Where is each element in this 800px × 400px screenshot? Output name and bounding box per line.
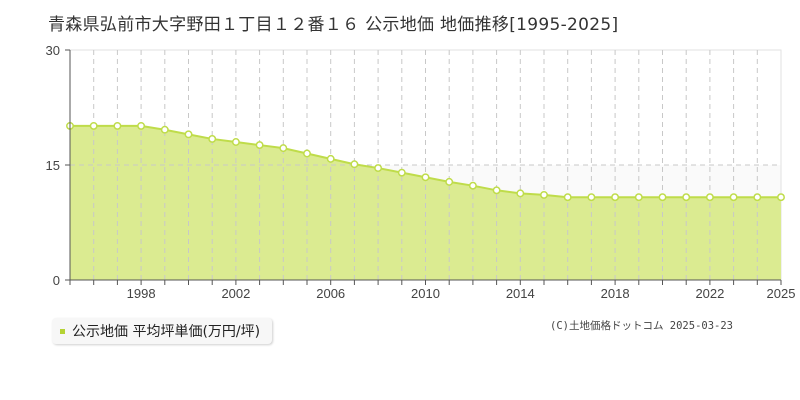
y-tick-label: 0 xyxy=(53,273,60,288)
area-fill xyxy=(70,125,781,281)
data-point xyxy=(184,130,193,139)
data-point xyxy=(729,193,738,202)
data-point xyxy=(326,154,335,163)
data-point xyxy=(705,193,714,202)
data-point xyxy=(682,193,691,202)
data-point xyxy=(421,173,430,182)
data-point xyxy=(445,177,454,186)
data-point xyxy=(374,164,383,173)
data-point xyxy=(587,193,596,202)
data-point xyxy=(468,181,477,190)
data-point xyxy=(516,189,525,198)
legend-swatch-icon xyxy=(60,328,65,334)
data-point xyxy=(89,121,98,130)
x-tick-label: 2010 xyxy=(411,286,440,300)
data-point xyxy=(492,186,501,195)
data-point xyxy=(658,193,667,202)
x-tick-label: 1998 xyxy=(127,286,156,300)
data-point xyxy=(540,190,548,199)
y-tick-label: 15 xyxy=(46,158,60,173)
legend: 公示地価 平均坪単価(万円/坪) xyxy=(52,318,273,344)
legend-label: 公示地価 平均坪単価(万円/坪) xyxy=(72,324,261,340)
data-point xyxy=(634,193,643,202)
data-point xyxy=(160,125,169,134)
chart-title: 青森県弘前市大字野田１丁目１２番１６ 公示地価 地価推移[1995-2025] xyxy=(48,15,619,35)
y-tick-label: 30 xyxy=(46,43,60,58)
x-tick-label: 2018 xyxy=(601,286,630,300)
data-point xyxy=(255,141,264,150)
data-point xyxy=(279,144,288,153)
copyright: (C)土地価格ドットコム 2025-03-23 xyxy=(550,320,734,332)
data-point xyxy=(231,138,240,146)
x-tick-label: 2002 xyxy=(221,286,250,300)
data-point xyxy=(137,121,146,130)
data-point xyxy=(113,121,122,130)
x-tick-label: 2014 xyxy=(506,286,535,300)
data-point xyxy=(563,193,572,202)
data-point xyxy=(611,193,620,202)
x-tick-label: 2022 xyxy=(695,286,724,300)
data-point xyxy=(777,193,785,202)
x-tick-label: 2025 xyxy=(767,286,796,300)
data-point xyxy=(208,134,217,143)
data-point xyxy=(397,168,406,177)
data-point xyxy=(753,193,762,202)
data-point xyxy=(303,149,311,158)
x-tick-label: 2006 xyxy=(316,286,345,300)
land-price-chart: 0 15 30 1998 2002 2006 2010 2014 2018 2022 2025 xyxy=(46,43,796,300)
data-point xyxy=(350,160,359,169)
